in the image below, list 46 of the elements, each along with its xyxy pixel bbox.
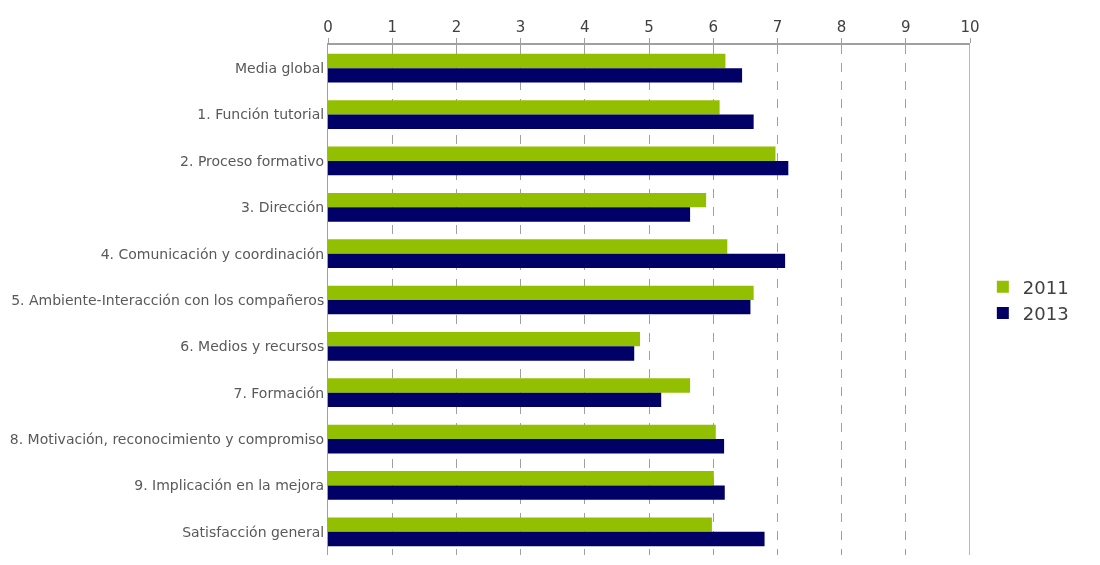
bar (328, 531, 765, 547)
bar (328, 439, 725, 454)
bar (328, 253, 786, 269)
bar (328, 346, 635, 361)
x-tick-label: 2 (451, 18, 462, 36)
y-tick-label: 8. Motivación, reconocimiento y compromiso (9, 430, 325, 447)
bar (328, 68, 743, 83)
legend-label: 2011 (1022, 276, 1069, 298)
bar (328, 100, 720, 115)
x-tick-label: 3 (515, 18, 526, 36)
y-tick-label: 3. Dirección (240, 199, 325, 216)
bar (328, 192, 707, 208)
bar (328, 285, 754, 300)
y-tick-label: Satisfacción general (182, 523, 325, 540)
bar (328, 378, 691, 393)
x-tick-label: 9 (901, 18, 911, 36)
x-tick-label: 4 (580, 18, 590, 36)
bar (328, 331, 641, 347)
bar (328, 114, 754, 129)
x-tick-label: 5 (644, 18, 654, 36)
bar (328, 424, 716, 440)
x-tick-label: 7 (772, 18, 783, 36)
y-tick-label: 4. Comunicación y coordinación (100, 245, 325, 262)
bar (328, 146, 776, 161)
bar (328, 392, 662, 408)
bar (328, 300, 751, 315)
bar (328, 517, 712, 532)
y-tick-label: 5. Ambiente-Interacción con los compañeros (11, 291, 325, 308)
y-tick-label: 7. Formación (233, 384, 325, 401)
bar (328, 471, 714, 486)
bar (328, 485, 725, 500)
legend-label: 2013 (1022, 303, 1069, 325)
y-tick-label: 9. Implicación en la mejora (134, 477, 325, 494)
y-tick-label: Media global (235, 60, 325, 77)
bar (328, 160, 789, 176)
x-tick-label: 8 (836, 18, 847, 36)
bar (328, 207, 691, 222)
x-tick-label: 6 (708, 18, 718, 36)
y-tick-label: 6. Medios y recursos (180, 338, 325, 355)
x-tick-label: 0 (323, 18, 333, 36)
bar (328, 53, 726, 69)
x-tick-label: 10 (960, 18, 980, 36)
x-tick-label: 1 (387, 18, 397, 36)
bar (328, 239, 728, 254)
y-tick-label: 2. Proceso formativo (180, 152, 325, 169)
y-tick-label: 1. Función tutorial (197, 106, 325, 123)
